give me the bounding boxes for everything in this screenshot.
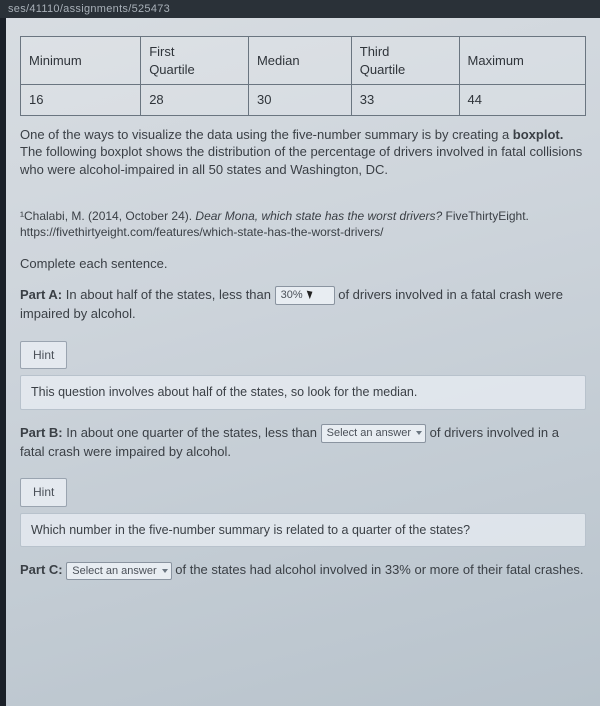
header-q3: ThirdQuartile <box>351 37 459 85</box>
val-median: 30 <box>248 85 351 116</box>
window-edge <box>0 18 6 706</box>
part-c-post: of the states had alcohol involved in 33… <box>172 562 584 577</box>
intro-bold: boxplot. <box>513 127 564 142</box>
hint-b-button[interactable]: Hint <box>20 478 67 506</box>
header-q1: FirstQuartile <box>141 37 249 85</box>
url-bar: ses/41110/assignments/525473 <box>0 0 600 18</box>
intro-paragraph: One of the ways to visualize the data us… <box>20 126 586 179</box>
header-max: Maximum <box>459 37 585 85</box>
val-q3: 33 <box>351 85 459 116</box>
part-b-select[interactable]: Select an answer <box>321 424 426 443</box>
part-b: Part B: In about one quarter of the stat… <box>20 424 586 461</box>
val-min: 16 <box>21 85 141 116</box>
intro-pre: One of the ways to visualize the data us… <box>20 127 513 142</box>
val-max: 44 <box>459 85 585 116</box>
part-c: Part C: Select an answer of the states h… <box>20 561 586 580</box>
hint-a-button[interactable]: Hint <box>20 341 67 369</box>
content-area: Minimum FirstQuartile Median ThirdQuarti… <box>0 18 600 598</box>
citation: ¹Chalabi, M. (2014, October 24). Dear Mo… <box>20 208 586 240</box>
part-a-label: Part A: <box>20 287 62 302</box>
header-median: Median <box>248 37 351 85</box>
table-header-row: Minimum FirstQuartile Median ThirdQuarti… <box>21 37 586 85</box>
val-q1: 28 <box>141 85 249 116</box>
intro-rest: The following boxplot shows the distribu… <box>20 144 582 177</box>
part-a-select[interactable]: 30% <box>275 286 335 305</box>
part-a-pre: In about half of the states, less than <box>62 287 274 302</box>
part-c-select[interactable]: Select an answer <box>66 562 171 581</box>
five-number-table: Minimum FirstQuartile Median ThirdQuarti… <box>20 36 586 116</box>
citation-pre: ¹Chalabi, M. (2014, October 24). <box>20 209 195 223</box>
table-value-row: 16 28 30 33 44 <box>21 85 586 116</box>
complete-instruction: Complete each sentence. <box>20 255 586 273</box>
part-a: Part A: In about half of the states, les… <box>20 286 586 323</box>
citation-title: Dear Mona, which state has the worst dri… <box>195 209 442 223</box>
part-b-pre: In about one quarter of the states, less… <box>63 425 321 440</box>
hint-a-body: This question involves about half of the… <box>20 375 586 410</box>
part-c-label: Part C: <box>20 562 63 577</box>
part-b-label: Part B: <box>20 425 63 440</box>
header-min: Minimum <box>21 37 141 85</box>
hint-b-body: Which number in the five-number summary … <box>20 513 586 548</box>
